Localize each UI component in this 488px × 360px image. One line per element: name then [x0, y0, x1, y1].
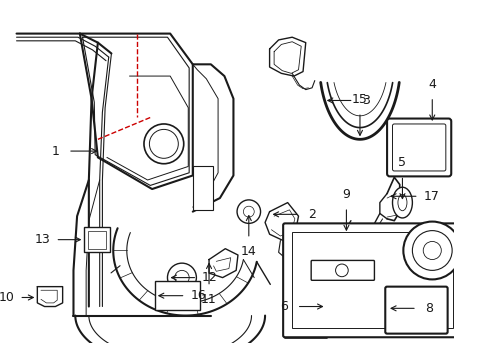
- Text: 15: 15: [351, 93, 367, 106]
- Text: 12: 12: [202, 271, 217, 284]
- Text: 4: 4: [427, 78, 435, 91]
- FancyBboxPatch shape: [386, 118, 450, 176]
- Text: 3: 3: [362, 94, 369, 107]
- Bar: [292, 233, 452, 328]
- FancyBboxPatch shape: [392, 124, 445, 171]
- Circle shape: [237, 200, 260, 223]
- FancyBboxPatch shape: [385, 287, 447, 334]
- Text: 16: 16: [190, 289, 205, 302]
- FancyBboxPatch shape: [283, 223, 462, 337]
- Ellipse shape: [392, 187, 411, 218]
- Text: 7: 7: [486, 278, 488, 291]
- Bar: [155, 281, 200, 310]
- Text: 10: 10: [0, 291, 15, 304]
- Text: 11: 11: [201, 293, 217, 306]
- FancyBboxPatch shape: [310, 260, 374, 280]
- Text: 17: 17: [423, 190, 438, 203]
- Text: 5: 5: [398, 156, 406, 169]
- Circle shape: [411, 231, 451, 270]
- Circle shape: [243, 206, 254, 217]
- Circle shape: [335, 264, 347, 277]
- Circle shape: [423, 242, 440, 260]
- Text: 13: 13: [35, 233, 51, 246]
- Bar: [192, 166, 212, 210]
- Text: 6: 6: [280, 300, 287, 313]
- Text: 1: 1: [51, 145, 59, 158]
- Bar: [88, 231, 106, 249]
- Circle shape: [403, 221, 460, 279]
- Bar: [84, 227, 109, 252]
- Text: 8: 8: [425, 302, 433, 315]
- Ellipse shape: [397, 194, 406, 211]
- Circle shape: [174, 270, 189, 285]
- Text: 9: 9: [342, 188, 349, 201]
- Circle shape: [143, 124, 183, 164]
- Text: 2: 2: [307, 208, 315, 221]
- Circle shape: [167, 263, 196, 292]
- Circle shape: [149, 129, 178, 158]
- Text: 14: 14: [241, 245, 256, 258]
